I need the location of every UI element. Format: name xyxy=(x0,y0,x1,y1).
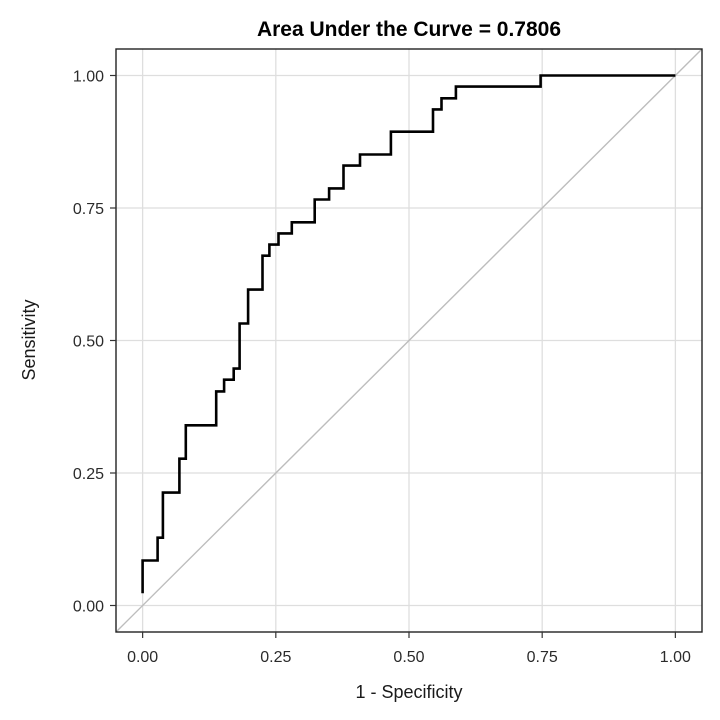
plot-area xyxy=(115,48,703,633)
x-tick-label: 0.00 xyxy=(127,649,158,666)
y-tick-label: 0.00 xyxy=(73,599,104,616)
x-tick-label: 0.25 xyxy=(260,649,291,666)
chart-title: Area Under the Curve = 0.7806 xyxy=(257,18,561,41)
roc-curve-line xyxy=(141,74,676,594)
y-tick-label: 0.25 xyxy=(73,466,104,483)
reference-diagonal-line xyxy=(115,48,703,633)
y-axis-title: Sensitivity xyxy=(19,299,39,380)
y-tick-label: 1.00 xyxy=(73,69,104,86)
x-tick-label: 0.75 xyxy=(527,649,558,666)
y-tick-label: 0.50 xyxy=(73,334,104,351)
y-tick-label: 0.75 xyxy=(73,201,104,218)
x-tick-label: 1.00 xyxy=(660,649,691,666)
x-axis-title: 1 - Specificity xyxy=(355,682,462,702)
axes: 0.00 0.25 0.50 0.75 1.00 0.00 0.25 0.50 0.75 1.00 xyxy=(73,69,691,667)
x-tick-label: 0.50 xyxy=(393,649,424,666)
